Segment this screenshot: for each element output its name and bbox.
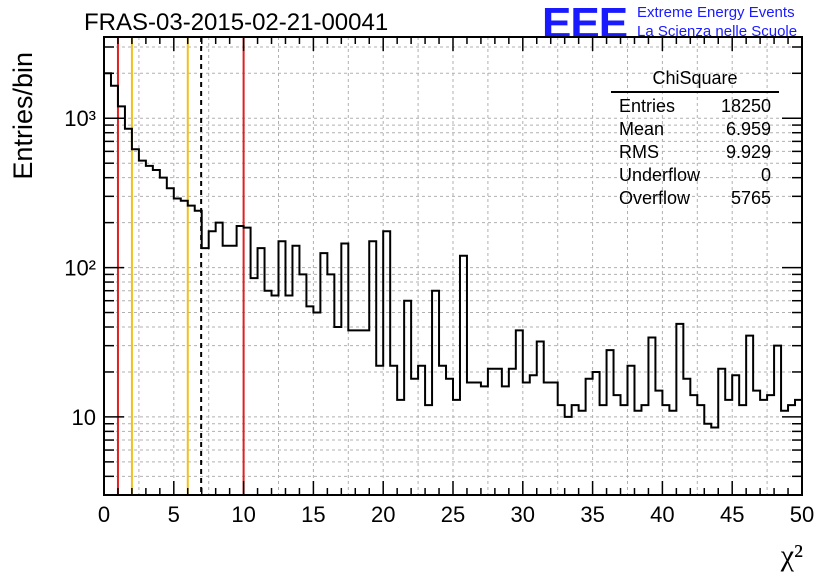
stats-box: ChiSquare Entries 18250 Mean 6.959 RMS 9…: [611, 68, 779, 210]
x-tick-label: 25: [441, 502, 465, 527]
stats-label: Mean: [619, 119, 665, 139]
y-tick-labels: 10 10² 10³: [64, 106, 96, 430]
eee-logo-mark: EEE: [542, 0, 628, 48]
y-tick-label: 10: [72, 405, 96, 430]
stats-value: 5765: [730, 188, 771, 208]
x-tick-label: 30: [511, 502, 535, 527]
x-tick-label: 50: [790, 502, 814, 527]
stats-row-mean: Mean 6.959: [611, 118, 779, 141]
stats-label: Overflow: [619, 188, 691, 208]
x-tick-label: 20: [371, 502, 395, 527]
stats-row-entries: Entries 18250: [611, 95, 779, 118]
x-tick-label: 40: [650, 502, 674, 527]
stats-value: 18250: [720, 96, 771, 116]
y-tick-label: 10²: [64, 256, 96, 281]
histogram-series: [103, 72, 803, 495]
stats-value: 6.959: [725, 119, 771, 139]
threshold-lines: [116, 37, 245, 495]
logo-line-1: Extreme Energy Events: [637, 4, 795, 21]
histogram-title: FRAS-03-2015-02-21-00041: [84, 9, 389, 36]
x-tick-label: 5: [168, 502, 180, 527]
x-tick-label: 45: [720, 502, 744, 527]
y-axis-label: Entries/bin: [8, 52, 38, 180]
x-tick-label: 15: [301, 502, 325, 527]
grid-lines: [104, 37, 802, 495]
stats-row-rms: RMS 9.929: [611, 141, 779, 164]
x-axis-label: χ²: [780, 539, 803, 572]
x-tick-label: 35: [580, 502, 604, 527]
stats-value: 9.929: [725, 142, 771, 162]
x-tick-label: 0: [98, 502, 110, 527]
stats-title: ChiSquare: [611, 68, 779, 93]
stats-row-overflow: Overflow 5765: [611, 187, 779, 210]
x-tick-label: 10: [231, 502, 255, 527]
y-tick-label: 10³: [64, 106, 96, 131]
x-tick-labels: 0 5 10 15 20 25 30 35 40 45 50: [98, 502, 814, 527]
axis-ticks: [103, 37, 803, 496]
logo-line-2: La Scienza nelle Scuole: [637, 23, 798, 40]
stats-label: Entries: [619, 96, 676, 116]
stats-row-underflow: Underflow 0: [611, 164, 779, 187]
stats-value: 0: [760, 165, 771, 185]
stats-label: RMS: [619, 142, 659, 162]
stats-label: Underflow: [619, 165, 701, 185]
